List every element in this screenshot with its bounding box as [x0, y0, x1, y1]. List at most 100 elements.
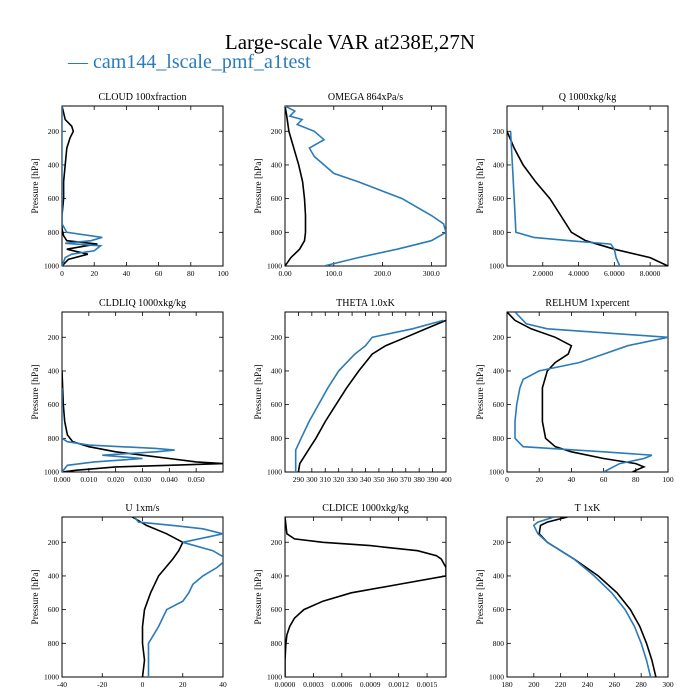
series-line	[507, 130, 668, 266]
x-tick-label: 60	[155, 269, 163, 278]
y-tick-label: 1000	[44, 673, 59, 682]
y-tick-label: 1000	[267, 673, 282, 682]
x-tick-label: 0.010	[80, 475, 97, 484]
x-tick-label: 0.0003	[303, 680, 324, 689]
x-tick-label: 100	[217, 269, 229, 278]
y-tick-label: 1000	[489, 262, 504, 271]
x-tick-label: 20	[535, 475, 543, 484]
series-line	[285, 517, 446, 677]
y-tick-label: 600	[271, 400, 283, 409]
x-tick-label: 0.040	[161, 475, 178, 484]
x-tick-label: 2.0000	[532, 269, 553, 278]
y-tick-label: 800	[48, 434, 60, 443]
x-tick-label: 6.0000	[604, 269, 625, 278]
panel-title: CLOUD 100xfraction	[98, 92, 186, 103]
y-tick-label: 600	[493, 400, 505, 409]
panel-4: CLDLIQ 1000xkg/kg Pressure [hPa] 200 400 600…	[31, 298, 224, 484]
y-tick-label: 400	[493, 366, 505, 375]
x-tick-label: 280	[636, 680, 648, 689]
series-line	[538, 517, 657, 677]
x-tick-label: 330	[346, 475, 358, 484]
y-tick-label: 800	[493, 434, 505, 443]
x-tick-label: 310	[320, 475, 332, 484]
y-tick-label: 800	[493, 228, 505, 237]
x-tick-label: 0.0006	[332, 680, 353, 689]
x-tick-label: 220	[555, 680, 567, 689]
y-tick-label: 200	[271, 127, 283, 136]
x-tick-label: 40	[568, 475, 576, 484]
x-tick-label: 0.050	[188, 475, 205, 484]
x-tick-label: 300	[662, 680, 674, 689]
x-tick-label: 200.0	[374, 269, 391, 278]
legend-entry: — cam144_lscale_pmf_a1test	[68, 51, 311, 73]
panel-title: CLDLIQ 1000xkg/kg	[99, 298, 186, 309]
x-tick-label: 320	[333, 475, 345, 484]
y-tick-label: 800	[271, 228, 283, 237]
x-tick-label: -40	[57, 680, 67, 689]
y-tick-label: 1000	[267, 262, 282, 271]
panel-title: CLDICE 1000xkg/kg	[322, 503, 408, 514]
x-tick-label: 0	[60, 269, 64, 278]
y-tick-label: 400	[48, 160, 60, 169]
y-tick-label: 600	[48, 194, 60, 203]
y-tick-label: 400	[48, 366, 60, 375]
panel-3: Q 1000xkg/kg Pressure [hPa] 200 400 600 800 10…	[476, 92, 669, 278]
panel-title: RELHUM 1xpercent	[545, 298, 629, 309]
y-tick-label: 200	[493, 333, 505, 342]
y-axis-label: Pressure [hPa]	[254, 364, 264, 419]
x-tick-label: 180	[501, 680, 513, 689]
plot-frame	[284, 105, 447, 267]
panel-2: OMEGA 864xPa/s Pressure [hPa] 200 400 600 800…	[254, 92, 447, 278]
series-line	[509, 131, 621, 266]
y-axis-label: Pressure [hPa]	[31, 158, 41, 213]
x-tick-label: 0.030	[134, 475, 151, 484]
panel-title: THETA 1.0xK	[336, 298, 395, 309]
y-tick-label: 400	[493, 160, 505, 169]
x-tick-label: 20	[90, 269, 98, 278]
x-tick-label: 0.0009	[360, 680, 381, 689]
y-tick-label: 600	[493, 194, 505, 203]
x-tick-label: 300.0	[423, 269, 440, 278]
series-line	[285, 106, 446, 266]
panel-5: THETA 1.0xK Pressure [hPa] 200 400 600 800 100…	[254, 298, 452, 484]
plot-frame	[61, 516, 224, 678]
series-line	[297, 319, 446, 472]
x-tick-label: 0.000	[54, 475, 71, 484]
y-axis-label: Pressure [hPa]	[31, 364, 41, 419]
x-tick-label: 0.00	[278, 269, 291, 278]
x-tick-label: 380	[414, 475, 426, 484]
series-line	[62, 106, 98, 266]
plot-frame	[284, 516, 447, 678]
x-tick-label: 100	[662, 475, 674, 484]
series-line	[514, 312, 668, 472]
x-tick-label: 300	[306, 475, 318, 484]
x-tick-label: 370	[400, 475, 412, 484]
panel-title: OMEGA 864xPa/s	[328, 92, 403, 103]
y-tick-label: 800	[493, 639, 505, 648]
y-tick-label: 600	[48, 400, 60, 409]
figure-title: Large-scale VAR at238E,27N	[224, 30, 476, 54]
panel-title: T 1xK	[575, 503, 601, 514]
y-tick-label: 1000	[44, 468, 59, 477]
series-line	[507, 312, 646, 472]
y-tick-label: 200	[48, 538, 60, 547]
x-tick-label: 260	[609, 680, 621, 689]
x-tick-label: 80	[632, 475, 640, 484]
x-tick-label: 40	[219, 680, 227, 689]
series-line	[294, 319, 444, 472]
y-tick-label: 800	[48, 639, 60, 648]
y-tick-label: 600	[48, 605, 60, 614]
plot-frame	[61, 105, 224, 267]
plot-frame	[506, 105, 669, 267]
y-tick-label: 400	[271, 366, 283, 375]
x-tick-label: 8.0000	[640, 269, 661, 278]
y-axis-label: Pressure [hPa]	[476, 158, 486, 213]
y-tick-label: 200	[271, 333, 283, 342]
series-line	[62, 370, 223, 472]
y-tick-label: 800	[48, 228, 60, 237]
y-tick-label: 800	[271, 639, 283, 648]
x-tick-label: 0	[505, 475, 509, 484]
